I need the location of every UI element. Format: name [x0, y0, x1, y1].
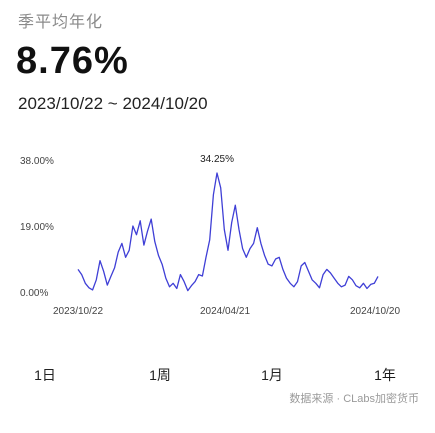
period-button[interactable]: 1日	[34, 367, 56, 383]
date-range: 2023/10/22 ~ 2024/10/20	[18, 94, 208, 113]
x-tick-label: 2023/10/22	[53, 306, 103, 317]
period-button[interactable]: 1周	[149, 367, 171, 383]
y-tick-label: 19.00%	[20, 222, 54, 233]
period-button[interactable]: 1月	[261, 367, 283, 383]
period-button[interactable]: 1年	[374, 367, 396, 383]
peak-label: 34.25%	[200, 154, 234, 165]
period-selector: 1日 1周 1月 1年	[0, 365, 435, 391]
watermark: 数据来源 · CLabs加密货币	[289, 393, 419, 405]
x-tick-label: 2024/10/20	[350, 306, 400, 317]
metric-value: 8.76%	[16, 40, 129, 82]
apr-line-chart: 38.00% 19.00% 0.00% 2023/10/22 2024/04/21 20…	[20, 154, 400, 317]
metric-label: 季平均年化	[18, 14, 104, 31]
y-tick-label: 38.00%	[20, 156, 54, 167]
y-tick-label: 0.00%	[20, 288, 48, 299]
series-line	[77, 172, 379, 292]
x-tick-label: 2024/04/21	[200, 306, 250, 317]
